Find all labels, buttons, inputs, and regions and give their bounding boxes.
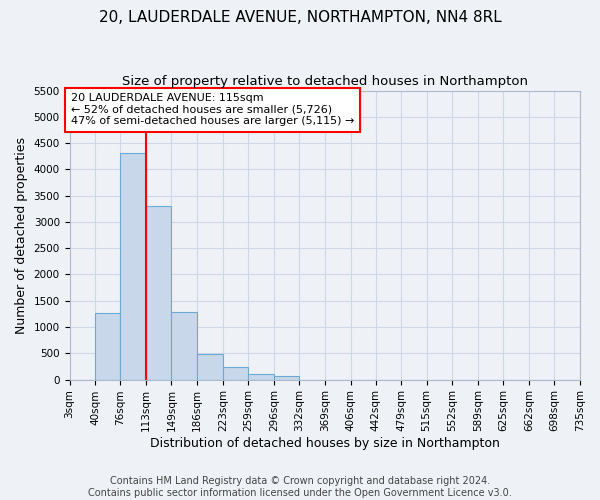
Bar [121, 152, 146, 380]
Text: 20 LAUDERDALE AVENUE: 115sqm
← 52% of detached houses are smaller (5,726)
47% of: 20 LAUDERDALE AVENUE: 115sqm ← 52% of de… [71, 93, 354, 126]
X-axis label: Distribution of detached houses by size in Northampton: Distribution of detached houses by size … [150, 437, 500, 450]
Bar [248, 374, 274, 380]
Bar [95, 313, 121, 380]
Text: 20, LAUDERDALE AVENUE, NORTHAMPTON, NN4 8RL: 20, LAUDERDALE AVENUE, NORTHAMPTON, NN4 … [98, 10, 502, 25]
Text: Contains HM Land Registry data © Crown copyright and database right 2024.
Contai: Contains HM Land Registry data © Crown c… [88, 476, 512, 498]
Bar [197, 354, 223, 380]
Bar [172, 312, 197, 380]
Bar [274, 376, 299, 380]
Title: Size of property relative to detached houses in Northampton: Size of property relative to detached ho… [122, 75, 528, 88]
Bar [223, 367, 248, 380]
Y-axis label: Number of detached properties: Number of detached properties [15, 136, 28, 334]
Bar [146, 206, 172, 380]
